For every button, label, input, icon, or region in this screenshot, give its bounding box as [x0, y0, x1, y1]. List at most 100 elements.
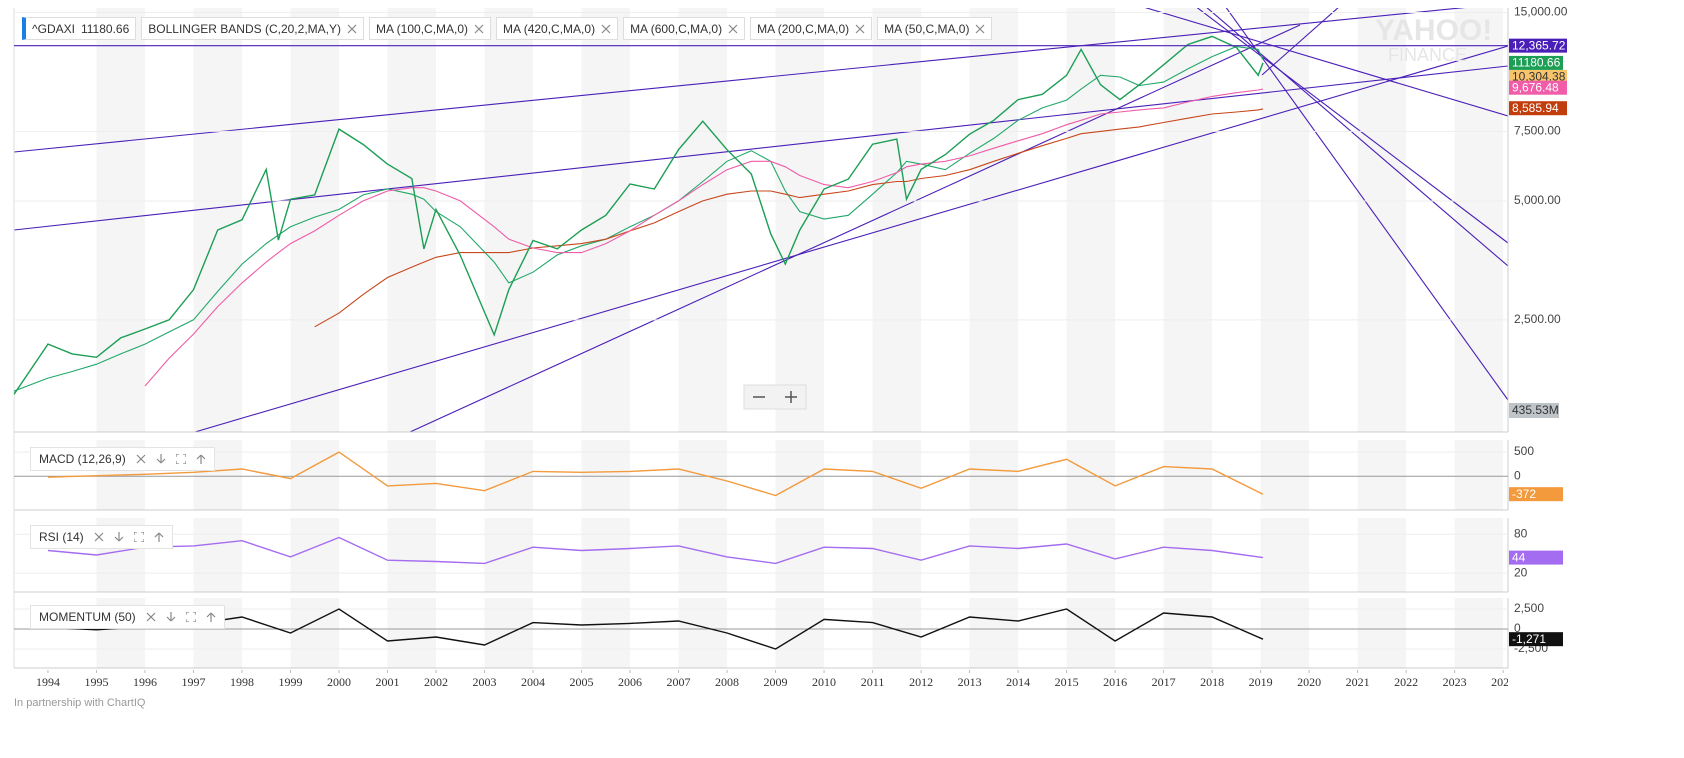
- study-chip: MA (100,C,MA,0): [369, 17, 492, 40]
- year-band: [969, 598, 1019, 668]
- series-group: [14, 35, 1264, 395]
- x-tick-label: 2014: [1006, 675, 1030, 689]
- y-tick-label: 500: [1514, 444, 1534, 458]
- year-band: [872, 8, 922, 432]
- last-value-badge-text: 44: [1512, 550, 1526, 564]
- down-icon-stroke[interactable]: [160, 458, 166, 464]
- down-icon[interactable]: [156, 454, 166, 464]
- year-band: [1163, 440, 1213, 510]
- close-icon-stroke[interactable]: [601, 24, 611, 33]
- expand-icon[interactable]: [185, 612, 196, 622]
- year-band: [969, 440, 1019, 510]
- x-tick-label: 2023: [1443, 675, 1467, 689]
- year-band: [387, 440, 437, 510]
- up-icon-stroke[interactable]: [158, 532, 164, 538]
- series-group: [47, 536, 1264, 565]
- up-icon[interactable]: [196, 454, 206, 464]
- year-band: [193, 518, 242, 592]
- down-icon[interactable]: [166, 612, 176, 622]
- y-tick-label: 20: [1514, 565, 1528, 579]
- x-tick-label: 2006: [618, 675, 642, 689]
- last-value-badge: -372: [1509, 487, 1563, 502]
- close-icon-stroke[interactable]: [855, 24, 865, 33]
- last-value-badge: -1,271: [1509, 632, 1563, 647]
- close-icon[interactable]: [94, 532, 104, 542]
- year-band: [1163, 518, 1213, 592]
- x-tick-label: 2018: [1200, 675, 1224, 689]
- last-value-badge-text: -372: [1512, 487, 1536, 501]
- price-badge-bg: [1509, 80, 1567, 95]
- zoom-controls[interactable]: [743, 384, 807, 410]
- x-tick-label: 2007: [667, 675, 691, 689]
- year-band: [290, 598, 339, 668]
- close-icon[interactable]: [975, 24, 985, 34]
- last-value-badge-text: 11180.66: [1512, 56, 1561, 70]
- year-band: [872, 598, 922, 668]
- price-badge-bg: [1509, 38, 1567, 53]
- panel-title: RSI (14): [39, 530, 84, 544]
- year-band: [1357, 518, 1407, 592]
- price-badge-text: 9,676.48: [1512, 80, 1559, 94]
- last-value-badge-bg: [1509, 632, 1563, 647]
- close-icon[interactable]: [855, 24, 865, 34]
- y-tick-label: 2,500: [1514, 601, 1544, 615]
- down-icon-stroke[interactable]: [114, 536, 120, 542]
- x-tick-label: 1995: [84, 675, 108, 689]
- year-band: [1454, 8, 1504, 432]
- year-band: [484, 8, 534, 432]
- panel-title: MOMENTUM (50): [39, 610, 136, 624]
- expand-icon[interactable]: [175, 454, 186, 464]
- expand-icon[interactable]: [133, 532, 144, 542]
- year-band: [1260, 518, 1310, 592]
- down-icon-stroke[interactable]: [118, 536, 124, 542]
- year-band: [1357, 8, 1407, 432]
- x-tick-label: 1996: [133, 675, 157, 689]
- x-tick-label: 2015: [1055, 675, 1079, 689]
- x-tick-label: 2004: [521, 675, 545, 689]
- down-icon-stroke[interactable]: [166, 616, 172, 622]
- year-band: [1357, 440, 1407, 510]
- y-tick-label: 15,000.00: [1514, 5, 1568, 19]
- close-icon[interactable]: [146, 612, 156, 622]
- year-band: [678, 598, 728, 668]
- up-icon-stroke[interactable]: [196, 454, 202, 460]
- y-tick-label: 0: [1514, 621, 1521, 635]
- up-icon-stroke[interactable]: [210, 612, 216, 618]
- close-icon[interactable]: [474, 24, 484, 34]
- study-chip-text: MA (50,C,MA,0): [884, 21, 970, 36]
- close-icon-stroke[interactable]: [976, 24, 985, 33]
- close-icon-stroke[interactable]: [474, 24, 484, 33]
- year-band: [387, 518, 437, 592]
- year-band: [1357, 598, 1407, 668]
- down-icon-stroke[interactable]: [156, 458, 162, 464]
- x-tick-label: 2016: [1103, 675, 1127, 689]
- year-band: [1066, 518, 1116, 592]
- close-icon[interactable]: [601, 24, 611, 34]
- down-icon[interactable]: [114, 532, 124, 542]
- close-icon-stroke[interactable]: [347, 24, 357, 33]
- close-icon[interactable]: [136, 454, 146, 464]
- up-icon-stroke[interactable]: [206, 612, 212, 618]
- close-icon-stroke[interactable]: [136, 454, 146, 464]
- year-band: [775, 598, 825, 668]
- up-icon[interactable]: [154, 532, 164, 542]
- study-chip: MA (50,C,MA,0): [877, 17, 993, 40]
- series-line: [314, 108, 1264, 328]
- year-band: [1066, 598, 1116, 668]
- up-icon[interactable]: [206, 612, 216, 622]
- close-icon-stroke[interactable]: [94, 532, 104, 542]
- up-icon-stroke[interactable]: [154, 532, 160, 538]
- study-chip-text: MA (200,C,MA,0): [757, 21, 850, 36]
- close-icon[interactable]: [728, 24, 738, 34]
- close-icon[interactable]: [347, 24, 357, 34]
- watermark: FINANCE: [1388, 45, 1467, 65]
- x-tick-label: 2008: [715, 675, 739, 689]
- up-icon-stroke[interactable]: [200, 454, 206, 460]
- down-icon-stroke[interactable]: [170, 616, 176, 622]
- x-tick-label: 2010: [812, 675, 836, 689]
- x-tick-label: 2017: [1152, 675, 1176, 689]
- x-tick-label: 2022: [1394, 675, 1418, 689]
- price-badge-bg: [1509, 69, 1567, 84]
- close-icon-stroke[interactable]: [728, 24, 738, 33]
- close-icon-stroke[interactable]: [146, 612, 156, 622]
